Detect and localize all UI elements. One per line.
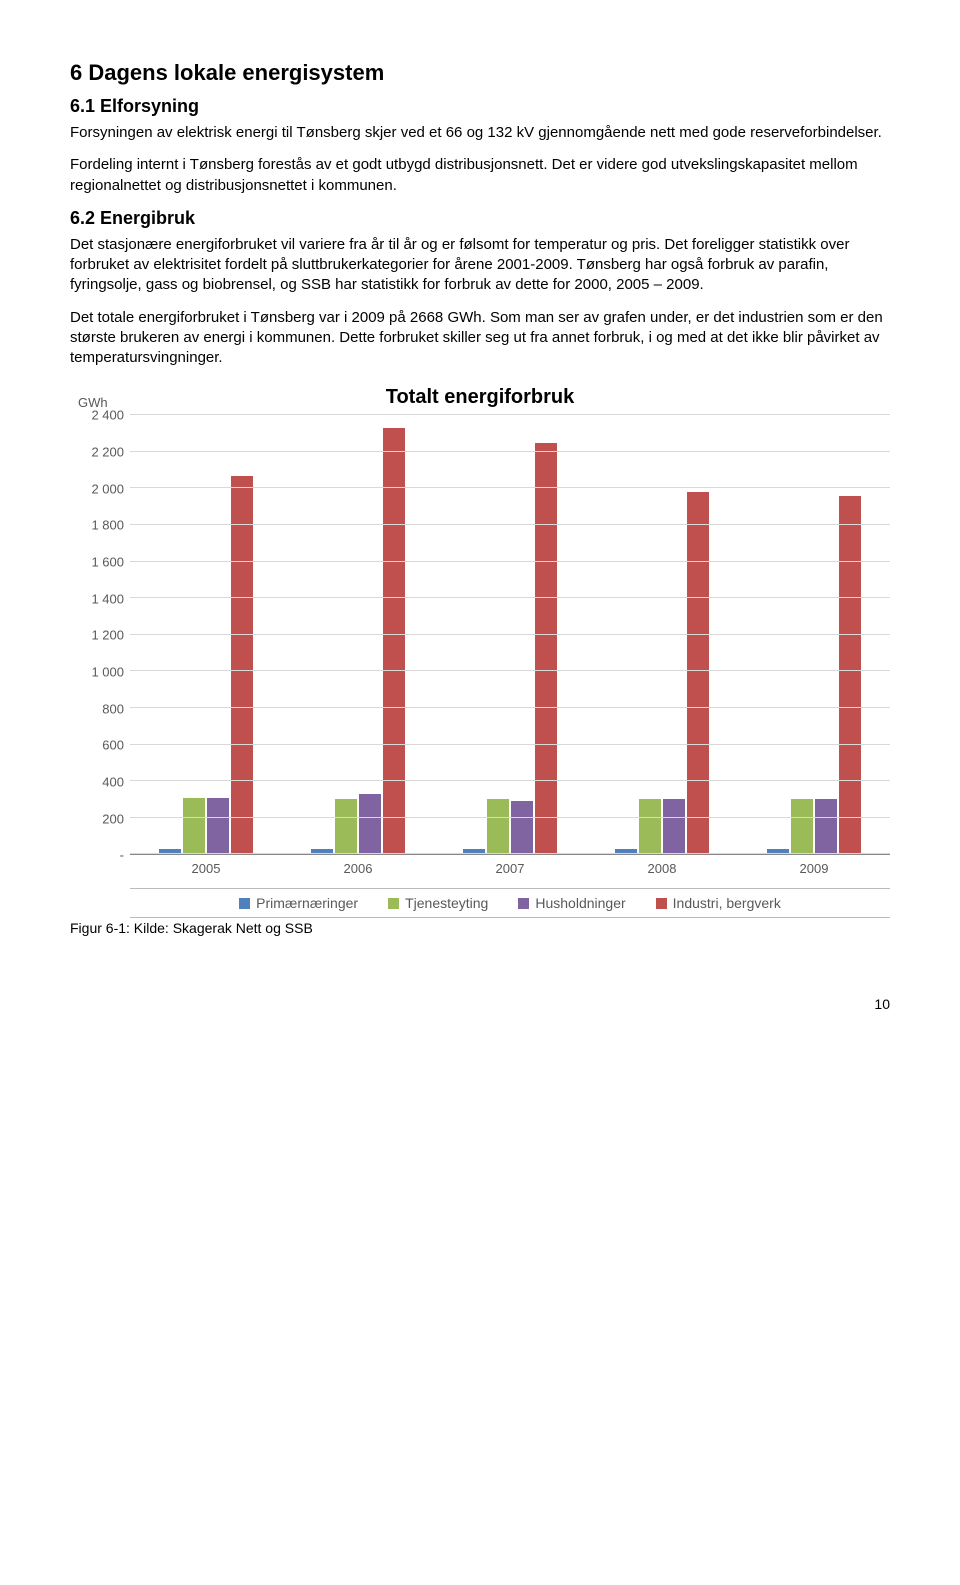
legend-swatch (518, 898, 529, 909)
chart-area: GWh 2 4002 2002 0001 8001 6001 4001 2001… (70, 415, 890, 855)
x-axis: 20052006200720082009 (130, 855, 890, 876)
paragraph: Det stasjonære energiforbruket vil varie… (70, 235, 890, 296)
plot-area (130, 415, 890, 855)
gridline (130, 780, 890, 781)
bar (511, 801, 533, 854)
legend-item: Husholdninger (518, 895, 625, 911)
y-tick-label: 1 800 (91, 518, 124, 533)
bar-group (586, 415, 738, 854)
y-tick-label: 1 000 (91, 664, 124, 679)
bar-group (282, 415, 434, 854)
bar (487, 799, 509, 854)
heading-2-energibruk: 6.2 Energibruk (70, 208, 890, 229)
y-tick-label: 800 (102, 701, 124, 716)
chart-title: Totalt energiforbruk (70, 386, 890, 409)
page-content: 6 Dagens lokale energisystem 6.1 Elforsy… (0, 0, 960, 976)
legend-label: Husholdninger (535, 895, 625, 911)
gridline (130, 670, 890, 671)
bar-group (738, 415, 890, 854)
y-tick-label: 1 400 (91, 591, 124, 606)
heading-2-elforsyning: 6.1 Elforsyning (70, 96, 890, 117)
gridline (130, 561, 890, 562)
bar (359, 794, 381, 854)
legend-label: Industri, bergverk (673, 895, 781, 911)
paragraph: Det totale energiforbruket i Tønsberg va… (70, 308, 890, 369)
legend-item: Industri, bergverk (656, 895, 781, 911)
bar (231, 476, 253, 855)
x-tick-label: 2008 (586, 855, 738, 876)
legend-label: Primærnæringer (256, 895, 358, 911)
x-tick-label: 2005 (130, 855, 282, 876)
bar (663, 799, 685, 854)
y-tick-label: 1 200 (91, 628, 124, 643)
legend-item: Primærnæringer (239, 895, 358, 911)
y-tick-label: 2 000 (91, 481, 124, 496)
bar (687, 492, 709, 854)
legend-swatch (656, 898, 667, 909)
gridline (130, 853, 890, 854)
paragraph: Forsyningen av elektrisk energi til Tøns… (70, 123, 890, 143)
legend-swatch (388, 898, 399, 909)
x-tick-label: 2007 (434, 855, 586, 876)
gridline (130, 817, 890, 818)
x-tick-label: 2006 (282, 855, 434, 876)
figure-caption: Figur 6-1: Kilde: Skagerak Nett og SSB (70, 920, 890, 936)
heading-1: 6 Dagens lokale energisystem (70, 60, 890, 86)
bar (535, 443, 557, 855)
x-tick-label: 2009 (738, 855, 890, 876)
gridline (130, 414, 890, 415)
bar-group (434, 415, 586, 854)
bar (815, 799, 837, 854)
y-tick-label: 200 (102, 811, 124, 826)
bar (207, 798, 229, 855)
legend-label: Tjenesteyting (405, 895, 488, 911)
y-tick-label: 1 600 (91, 554, 124, 569)
gridline (130, 597, 890, 598)
bar (383, 428, 405, 854)
paragraph: Fordeling internt i Tønsberg forestås av… (70, 155, 890, 196)
y-tick-label: 400 (102, 774, 124, 789)
y-tick-label: 600 (102, 738, 124, 753)
page-number: 10 (0, 976, 960, 1042)
legend-item: Tjenesteyting (388, 895, 488, 911)
bar (791, 799, 813, 854)
bar (183, 798, 205, 855)
gridline (130, 487, 890, 488)
chart-container: Totalt energiforbruk GWh 2 4002 2002 000… (70, 386, 890, 918)
y-tick-label: 2 400 (91, 408, 124, 423)
y-tick-label: - (120, 848, 124, 863)
gridline (130, 707, 890, 708)
gridline (130, 451, 890, 452)
bar (639, 799, 661, 854)
bar (839, 496, 861, 855)
gridline (130, 634, 890, 635)
y-tick-label: 2 200 (91, 444, 124, 459)
legend-swatch (239, 898, 250, 909)
bar (335, 799, 357, 854)
gridline (130, 744, 890, 745)
bar-group (130, 415, 282, 854)
y-axis: GWh 2 4002 2002 0001 8001 6001 4001 2001… (70, 415, 130, 855)
gridline (130, 524, 890, 525)
chart-legend: Primærnæringer Tjenesteyting Husholdninger… (130, 888, 890, 918)
